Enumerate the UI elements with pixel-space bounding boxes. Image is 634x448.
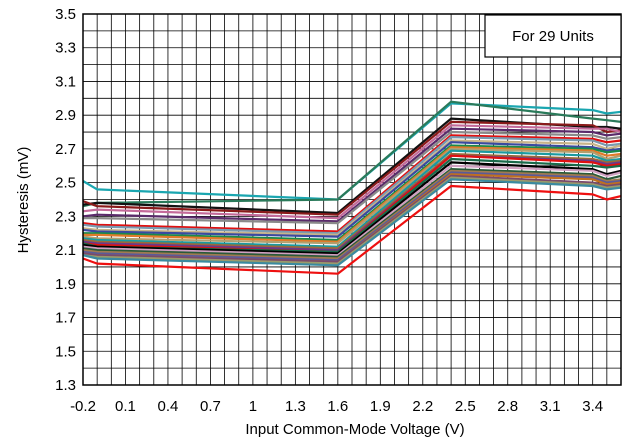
x-tick-label: 2.2 [412, 398, 433, 415]
plot-area-border [82, 13, 622, 386]
y-tick-label: 1.9 [55, 276, 76, 293]
series-line-3 [82, 117, 622, 215]
y-tick-label: 3.1 [55, 73, 76, 90]
series-line-28 [82, 178, 622, 267]
series-line-5 [82, 124, 622, 220]
series-line-22 [82, 168, 622, 258]
y-tick-label: 2.5 [55, 175, 76, 192]
x-tick-label: 1.3 [285, 398, 306, 415]
series-line-20 [82, 161, 622, 255]
y-tick-label: 1.3 [55, 377, 76, 394]
series-line-9 [82, 136, 622, 235]
x-tick-label: 0.7 [200, 398, 221, 415]
x-tick-label: 1.9 [370, 398, 391, 415]
y-tick-label: 1.7 [55, 310, 76, 327]
x-tick-label: 0.4 [158, 398, 179, 415]
y-tick-label: 2.9 [55, 107, 76, 124]
series-line-23 [82, 169, 622, 260]
x-tick-label: 1.6 [327, 398, 348, 415]
x-tick-label: 3.4 [582, 398, 603, 415]
plot-frame [82, 13, 622, 386]
series-line-1 [82, 102, 622, 201]
series-line-13 [83, 146, 622, 243]
annotation-frame [484, 14, 622, 58]
y-tick-label: 2.3 [55, 208, 76, 225]
series-line-21 [82, 164, 622, 257]
series-line-29 [82, 184, 622, 275]
series-line-12 [83, 144, 622, 242]
y-tick-label: 1.5 [55, 343, 76, 360]
series-line-14 [82, 147, 622, 245]
y-tick-label: 3.5 [55, 6, 76, 23]
series-line-4 [82, 120, 622, 216]
series-line-7 [83, 130, 622, 225]
series-line-10 [82, 139, 622, 236]
series-line-15 [82, 149, 622, 248]
units-annotation-box: For 29 Units [484, 14, 622, 58]
x-tick-label: 3.1 [540, 398, 561, 415]
series-line-27 [82, 176, 622, 265]
x-tick-label: 2.8 [497, 398, 518, 415]
tick-labels: -0.2 0.1 0.4 0.7 1 1.3 1.6 1.9 2.2 2.5 2.8 3.1 3.4 1.… [55, 6, 603, 415]
series-line-26 [82, 174, 622, 263]
y-tick-label: 3.3 [55, 40, 76, 57]
series-group [82, 100, 622, 275]
series-line-8 [82, 134, 622, 233]
x-tick-label: 2.5 [455, 398, 476, 415]
series-line-11 [82, 141, 622, 238]
series-line-24 [82, 171, 622, 262]
y-tick-label: 2.7 [55, 141, 76, 158]
annotation-text: For 29 Units [512, 28, 594, 45]
y-tick-label: 2.1 [55, 242, 76, 259]
series-line-6 [82, 127, 622, 223]
x-tick-label: -0.2 [70, 398, 96, 415]
x-tick-label: 1 [249, 398, 257, 415]
grid [82, 13, 622, 386]
x-axis-label: Input Common-Mode Voltage (V) [245, 421, 464, 438]
series-line-18 [82, 154, 622, 253]
series-line-16 [82, 152, 622, 250]
x-tick-label: 0.1 [115, 398, 136, 415]
y-axis-label: Hysteresis (mV) [15, 147, 32, 254]
